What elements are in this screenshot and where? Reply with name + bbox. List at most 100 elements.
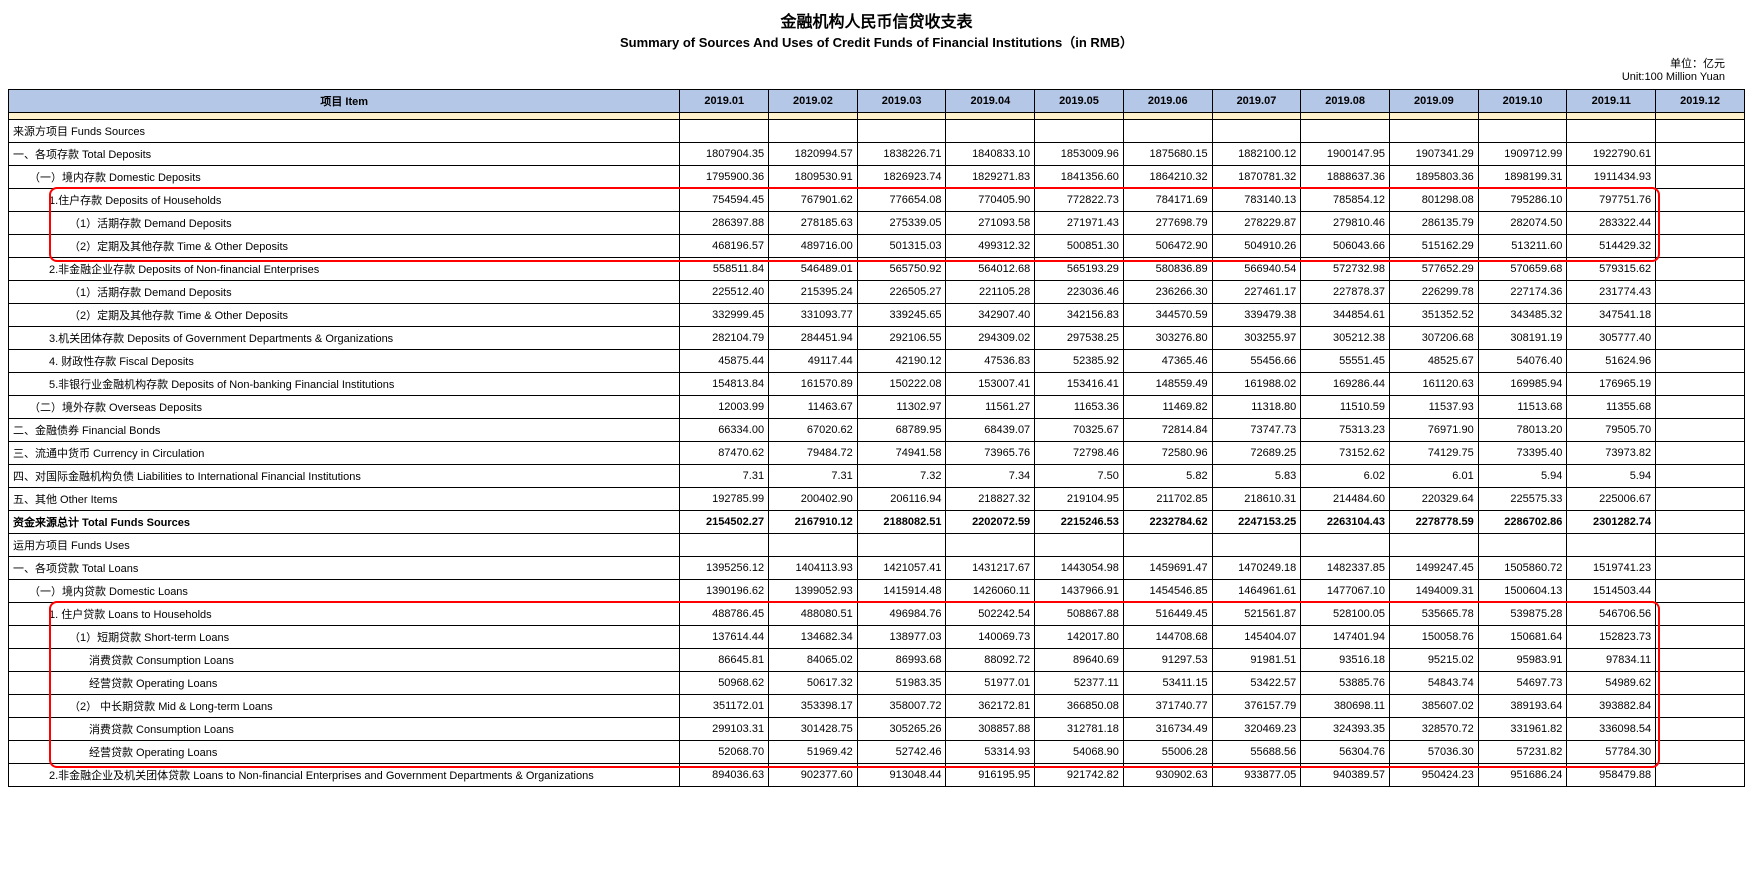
cell-value: 1443054.98 [1035, 557, 1124, 580]
cell-value: 7.31 [769, 465, 858, 488]
cell-value: 1500604.13 [1478, 580, 1567, 603]
cell-value [1123, 120, 1212, 143]
cell-value [1035, 534, 1124, 557]
cell-value: 54076.40 [1478, 350, 1567, 373]
table-row: 5.非银行业金融机构存款 Deposits of Non-banking Fin… [9, 373, 1745, 396]
cell-value: 148559.49 [1123, 373, 1212, 396]
header-period: 2019.01 [680, 90, 769, 113]
row-label: 3.机关团体存款 Deposits of Government Departme… [9, 327, 680, 350]
cell-value: 1853009.96 [1035, 143, 1124, 166]
cell-value: 5.83 [1212, 465, 1301, 488]
cell-value: 506472.90 [1123, 235, 1212, 258]
table-row: （2）定期及其他存款 Time & Other Deposits332999.4… [9, 304, 1745, 327]
row-label: 四、对国际金融机构负债 Liabilities to International… [9, 465, 680, 488]
cell-value: 385607.02 [1390, 695, 1479, 718]
cell-value: 72798.46 [1035, 442, 1124, 465]
cell-value: 772822.73 [1035, 189, 1124, 212]
cell-value: 7.32 [857, 465, 946, 488]
cell-value: 278185.63 [769, 212, 858, 235]
cell-value: 73747.73 [1212, 419, 1301, 442]
cell-value: 54068.90 [1035, 741, 1124, 764]
cell-value: 336098.54 [1567, 718, 1656, 741]
cell-value: 150681.64 [1478, 626, 1567, 649]
cell-value: 795286.10 [1478, 189, 1567, 212]
cell-value: 499312.32 [946, 235, 1035, 258]
cell-value: 1426060.11 [946, 580, 1035, 603]
cell-value: 73965.76 [946, 442, 1035, 465]
cell-value [1390, 534, 1479, 557]
cell-value [1656, 419, 1745, 442]
cell-value [946, 120, 1035, 143]
cell-value: 138977.03 [857, 626, 946, 649]
cell-value: 153416.41 [1035, 373, 1124, 396]
cell-value: 75313.23 [1301, 419, 1390, 442]
cell-value: 1415914.48 [857, 580, 946, 603]
table-row: （2）定期及其他存款 Time & Other Deposits468196.5… [9, 235, 1745, 258]
cell-value [1656, 511, 1745, 534]
cell-value: 52385.92 [1035, 350, 1124, 373]
unit-cn: 单位：亿元 [8, 55, 1725, 71]
cell-value: 347541.18 [1567, 304, 1656, 327]
cell-value: 1390196.62 [680, 580, 769, 603]
cell-value: 331093.77 [769, 304, 858, 327]
cell-value: 51977.01 [946, 672, 1035, 695]
cell-value: 1454546.85 [1123, 580, 1212, 603]
cell-value: 55688.56 [1212, 741, 1301, 764]
cell-value: 11510.59 [1301, 396, 1390, 419]
cell-value: 1809530.91 [769, 166, 858, 189]
cell-value: 1841356.60 [1035, 166, 1124, 189]
table-header-row: 项目 Item2019.012019.022019.032019.042019.… [9, 90, 1745, 113]
table-row: 消费贷款 Consumption Loans86645.8184065.0286… [9, 649, 1745, 672]
cell-value: 316734.49 [1123, 718, 1212, 741]
cell-value: 150222.08 [857, 373, 946, 396]
cell-value: 55006.28 [1123, 741, 1212, 764]
cell-value [1123, 534, 1212, 557]
table-row: 一、各项贷款 Total Loans1395256.121404113.9314… [9, 557, 1745, 580]
cell-value [857, 534, 946, 557]
cell-value: 393882.84 [1567, 695, 1656, 718]
cell-value: 152823.73 [1567, 626, 1656, 649]
cell-value [1478, 534, 1567, 557]
cell-value: 1922790.61 [1567, 143, 1656, 166]
row-label: 来源方项目 Funds Sources [9, 120, 680, 143]
cell-value: 2188082.51 [857, 511, 946, 534]
cell-value: 56304.76 [1301, 741, 1390, 764]
cell-value: 351172.01 [680, 695, 769, 718]
cell-value [1390, 120, 1479, 143]
cell-value: 97834.11 [1567, 649, 1656, 672]
credit-funds-table: 项目 Item2019.012019.022019.032019.042019.… [8, 89, 1745, 787]
cell-value: 87470.62 [680, 442, 769, 465]
cell-value: 564012.68 [946, 258, 1035, 281]
row-label: 五、其他 Other Items [9, 488, 680, 511]
cell-value [1656, 373, 1745, 396]
header-period: 2019.10 [1478, 90, 1567, 113]
cell-value: 51969.42 [769, 741, 858, 764]
cell-value: 277698.79 [1123, 212, 1212, 235]
cell-value: 307206.68 [1390, 327, 1479, 350]
table-row: （2） 中长期贷款 Mid & Long-term Loans351172.01… [9, 695, 1745, 718]
cell-value: 913048.44 [857, 764, 946, 787]
cell-value [1656, 557, 1745, 580]
cell-value: 68439.07 [946, 419, 1035, 442]
cell-value: 1838226.71 [857, 143, 946, 166]
cell-value: 86645.81 [680, 649, 769, 672]
cell-value: 303255.97 [1212, 327, 1301, 350]
cell-value: 79484.72 [769, 442, 858, 465]
cell-value: 303276.80 [1123, 327, 1212, 350]
row-label: （一）境内贷款 Domestic Loans [9, 580, 680, 603]
cell-value [1656, 649, 1745, 672]
cell-value: 1514503.44 [1567, 580, 1656, 603]
row-label: 运用方项目 Funds Uses [9, 534, 680, 557]
cell-value: 169985.94 [1478, 373, 1567, 396]
table-spacer-row [9, 113, 1745, 120]
cell-value [1656, 465, 1745, 488]
row-label: （1）活期存款 Demand Deposits [9, 281, 680, 304]
cell-value: 79505.70 [1567, 419, 1656, 442]
cell-value: 70325.67 [1035, 419, 1124, 442]
cell-value: 539875.28 [1478, 603, 1567, 626]
cell-value: 358007.72 [857, 695, 946, 718]
cell-value: 1482337.85 [1301, 557, 1390, 580]
cell-value: 52068.70 [680, 741, 769, 764]
cell-value: 284451.94 [769, 327, 858, 350]
cell-value: 565750.92 [857, 258, 946, 281]
